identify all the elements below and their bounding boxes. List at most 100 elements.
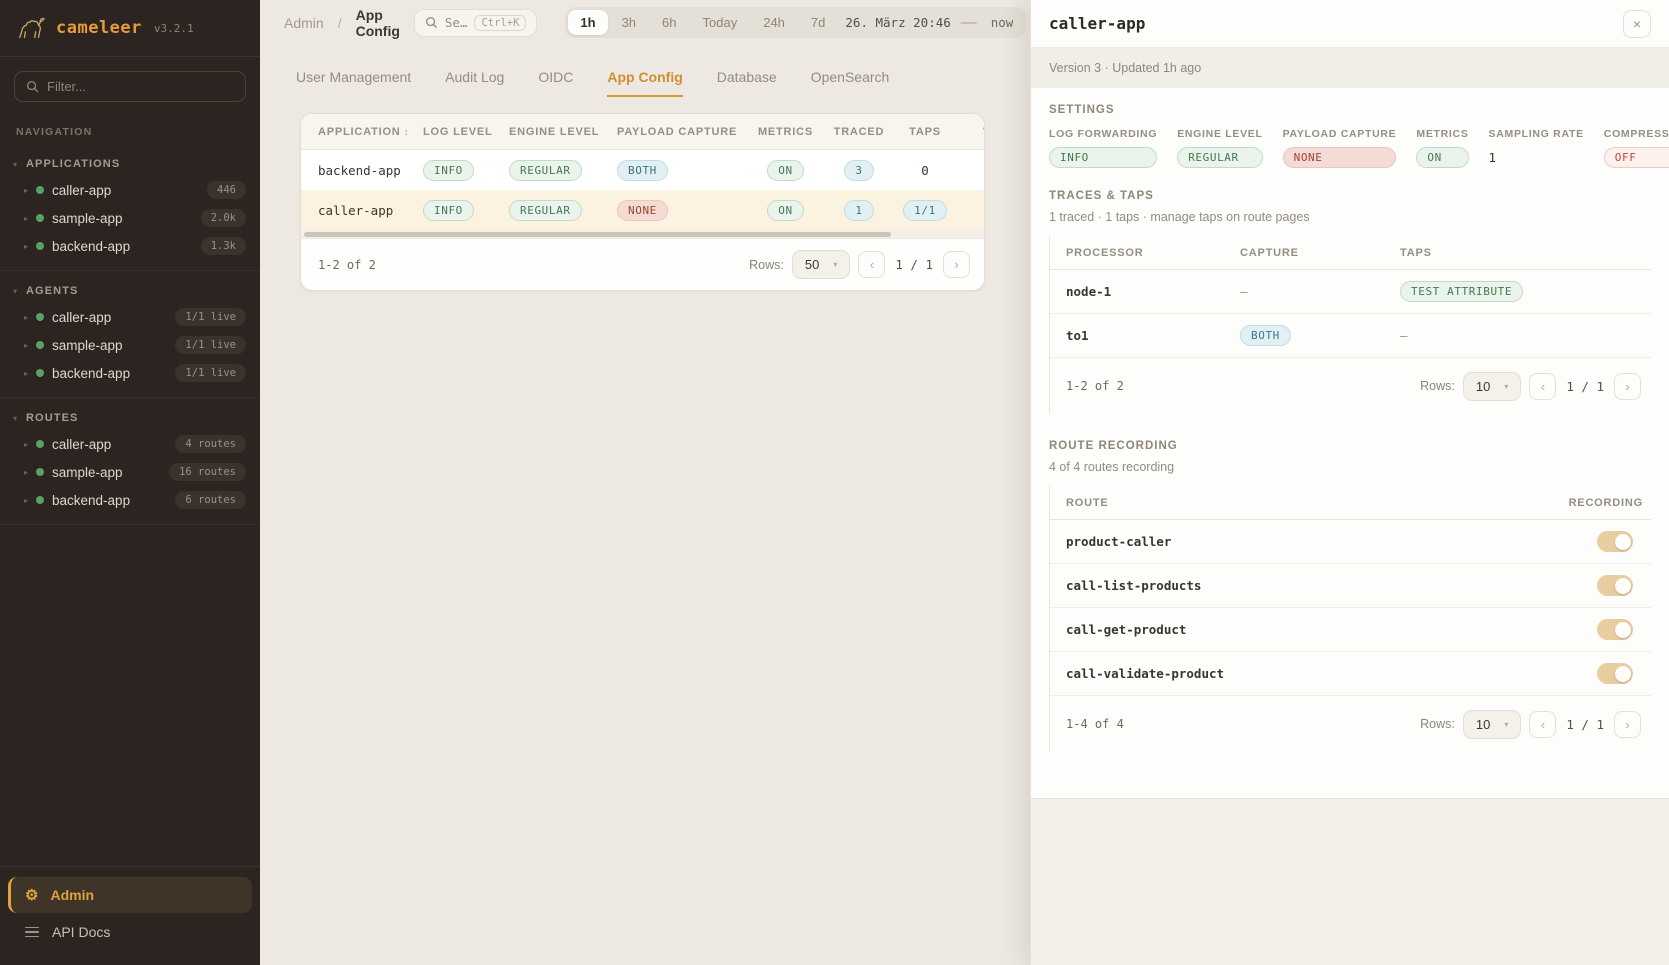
rows-per-page-label: Rows: xyxy=(1420,379,1455,393)
tab-user-management[interactable]: User Management xyxy=(296,69,412,85)
scrollbar-thumb[interactable] xyxy=(304,231,892,237)
sidebar-item-applications-sample-app[interactable]: ▸ sample-app 2.0k xyxy=(0,204,260,232)
sidebar-item-applications-backend-app[interactable]: ▸ backend-app 1.3k xyxy=(0,232,260,260)
time-range-7d[interactable]: 7d xyxy=(810,15,826,30)
prev-page-button[interactable]: ‹ xyxy=(858,251,886,278)
setting-compress-success: COMPRESS SUCCESS OFF xyxy=(1603,128,1669,168)
rows-per-page-select[interactable]: 10 ▾ xyxy=(1462,709,1522,739)
setting-label: SAMPLING RATE xyxy=(1488,128,1584,140)
rows-per-page-label: Rows: xyxy=(749,257,784,272)
rows-per-page-select[interactable]: 50 ▾ xyxy=(791,250,851,279)
status-dot-icon xyxy=(36,440,45,448)
route-row-product-caller[interactable]: product-caller xyxy=(1050,520,1651,564)
chevron-right-icon: ▸ xyxy=(24,439,29,449)
trace-row-node-1[interactable]: node-1 — TEST ATTRIBUTE xyxy=(1050,270,1651,314)
admin-tabs: User Management Audit Log OIDC App Confi… xyxy=(260,45,1030,97)
filter-input[interactable]: Filter... xyxy=(14,71,246,102)
tab-app-config[interactable]: App Config xyxy=(607,69,683,97)
sidebar-item-routes-sample-app[interactable]: ▸ sample-app 16 routes xyxy=(0,458,260,486)
traces-table: PROCESSOR CAPTURE TAPS node-1 — TEST ATT… xyxy=(1049,236,1651,414)
panel-title: caller-app xyxy=(1049,14,1146,33)
sidebar-item-applications-caller-app[interactable]: ▸ caller-app 446 xyxy=(0,176,260,204)
sidebar-item-agents-sample-app[interactable]: ▸ sample-app 1/1 live xyxy=(0,331,260,359)
sidebar-item-agents-caller-app[interactable]: ▸ caller-app 1/1 live xyxy=(0,303,260,331)
column-traced[interactable]: TRACED xyxy=(833,125,885,138)
global-search-button[interactable]: Se… Ctrl+K xyxy=(413,8,538,37)
close-icon[interactable]: × xyxy=(1623,9,1651,38)
time-range-end[interactable]: now xyxy=(990,15,1014,30)
cell-application: caller-app xyxy=(318,202,394,218)
sidebar-item-admin[interactable]: ⚙ Admin xyxy=(8,877,252,913)
column-payload-capture[interactable]: PAYLOAD CAPTURE xyxy=(617,125,738,138)
next-page-button[interactable]: › xyxy=(1614,710,1641,738)
column-taps: TAPS xyxy=(1400,246,1432,259)
status-dot-icon xyxy=(36,214,45,222)
tab-database[interactable]: Database xyxy=(716,69,777,85)
section-header-agents[interactable]: ▾ AGENTS xyxy=(0,277,260,303)
tab-oidc[interactable]: OIDC xyxy=(538,69,574,85)
tab-audit-log[interactable]: Audit Log xyxy=(445,69,505,85)
column-processor: PROCESSOR xyxy=(1066,246,1144,259)
search-icon xyxy=(425,16,438,29)
time-range-3h[interactable]: 3h xyxy=(621,15,637,30)
horizontal-scrollbar[interactable] xyxy=(301,230,984,238)
caret-down-icon: ▾ xyxy=(833,260,838,269)
time-range-6h[interactable]: 6h xyxy=(662,15,677,30)
setting-value-pill: NONE xyxy=(1282,147,1397,168)
next-page-button[interactable]: › xyxy=(1614,372,1641,400)
collapse-caret-icon: ▾ xyxy=(13,159,18,169)
routes-badge: 16 routes xyxy=(169,463,246,481)
time-range-start[interactable]: 26. März 20:46 xyxy=(845,15,951,30)
nav-section-label: NAVIGATION xyxy=(16,126,93,138)
column-engine-level[interactable]: ENGINE LEVEL xyxy=(509,125,600,138)
route-row-call-get-product[interactable]: call-get-product xyxy=(1050,608,1651,652)
chevron-right-icon: ▸ xyxy=(24,312,29,322)
table-row-backend-app[interactable]: backend-app INFO REGULAR BOTH ON 3 0 9 xyxy=(301,150,984,190)
column-application[interactable]: APPLICATION ↕ xyxy=(318,125,410,138)
route-row-call-validate-product[interactable]: call-validate-product xyxy=(1050,652,1651,696)
column-version[interactable]: V xyxy=(957,126,984,138)
routes-subtitle: 4 of 4 routes recording xyxy=(1049,460,1175,474)
log-level-pill: INFO xyxy=(423,159,474,181)
time-range-1h[interactable]: 1h xyxy=(568,10,608,35)
table-header-row: APPLICATION ↕ LOG LEVEL ENGINE LEVEL PAYL… xyxy=(301,114,984,150)
time-range-today[interactable]: Today xyxy=(702,15,738,30)
recording-toggle[interactable] xyxy=(1597,663,1633,684)
section-header-routes[interactable]: ▾ ROUTES xyxy=(0,404,260,430)
time-range-control: 1h 3h 6h Today 24h 7d 26. März 20:46 — n… xyxy=(565,7,1027,38)
setting-label: PAYLOAD CAPTURE xyxy=(1282,128,1397,140)
prev-page-button[interactable]: ‹ xyxy=(1529,710,1557,738)
table-row-caller-app[interactable]: caller-app INFO REGULAR NONE ON 1 1/1 3 xyxy=(301,190,984,230)
section-label: AGENTS xyxy=(26,285,79,297)
column-metrics[interactable]: METRICS xyxy=(757,125,814,138)
traced-pill: 1 xyxy=(844,199,874,221)
section-label: APPLICATIONS xyxy=(26,158,121,170)
sidebar-item-api-docs[interactable]: API Docs xyxy=(8,913,252,951)
next-page-button[interactable]: › xyxy=(943,251,970,278)
section-header-applications[interactable]: ▾ APPLICATIONS xyxy=(0,150,260,176)
recording-toggle[interactable] xyxy=(1597,619,1633,640)
setting-label: LOG FORWARDING xyxy=(1049,128,1158,140)
sidebar-item-routes-caller-app[interactable]: ▸ caller-app 4 routes xyxy=(0,430,260,458)
trace-row-to1[interactable]: to1 BOTH — xyxy=(1050,314,1651,358)
payload-capture-pill: NONE xyxy=(617,199,668,221)
sidebar-section-applications: ▾ APPLICATIONS ▸ caller-app 446 ▸ sample… xyxy=(0,144,260,271)
payload-capture-pill: BOTH xyxy=(617,159,668,181)
recording-toggle[interactable] xyxy=(1597,531,1633,552)
rows-per-page-select[interactable]: 10 ▾ xyxy=(1462,371,1522,401)
breadcrumb-parent[interactable]: Admin xyxy=(284,14,324,31)
column-log-level[interactable]: LOG LEVEL xyxy=(423,125,493,138)
setting-label: COMPRESS SUCCESS xyxy=(1603,128,1669,140)
routes-section-title: ROUTE RECORDING xyxy=(1049,440,1178,452)
panel-header: caller-app × xyxy=(1031,0,1669,48)
sidebar-item-agents-backend-app[interactable]: ▸ backend-app 1/1 live xyxy=(0,359,260,387)
sidebar-item-routes-backend-app[interactable]: ▸ backend-app 6 routes xyxy=(0,486,260,514)
recording-toggle[interactable] xyxy=(1597,575,1633,596)
route-row-call-list-products[interactable]: call-list-products xyxy=(1050,564,1651,608)
tab-opensearch[interactable]: OpenSearch xyxy=(810,69,890,85)
column-taps[interactable]: TAPS xyxy=(909,125,941,138)
setting-label: METRICS xyxy=(1416,128,1469,140)
item-label: sample-app xyxy=(52,464,123,480)
time-range-24h[interactable]: 24h xyxy=(763,15,785,30)
prev-page-button[interactable]: ‹ xyxy=(1529,372,1557,400)
